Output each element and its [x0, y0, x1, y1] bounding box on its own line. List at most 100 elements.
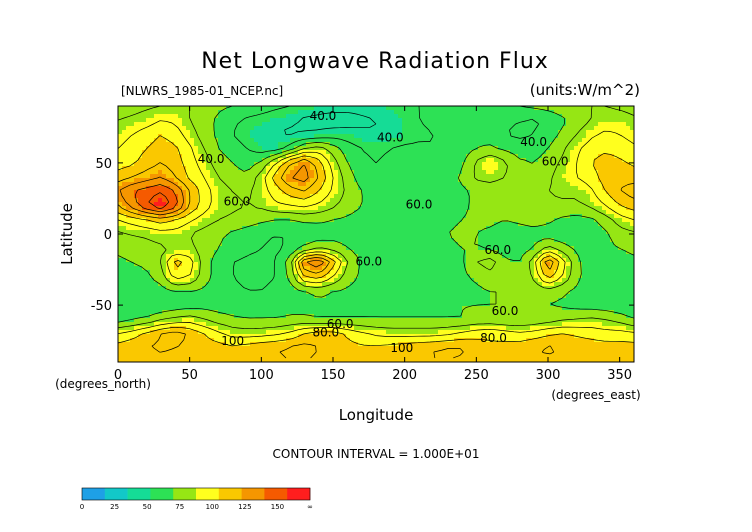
heatmap-cell — [130, 198, 135, 203]
heatmap-cell — [398, 214, 403, 219]
heatmap-cell — [282, 114, 287, 119]
heatmap-cell — [414, 150, 419, 155]
heatmap-cell — [314, 142, 319, 147]
heatmap-cell — [610, 158, 615, 163]
heatmap-cell — [374, 254, 379, 259]
heatmap-cell — [314, 106, 319, 111]
heatmap-cell — [522, 250, 527, 255]
heatmap-cell — [202, 114, 207, 119]
heatmap-cell — [178, 110, 183, 115]
heatmap-cell — [542, 154, 547, 159]
heatmap-cell — [570, 218, 575, 223]
heatmap-cell — [222, 106, 227, 111]
heatmap-cell — [518, 186, 523, 191]
heatmap-cell — [426, 166, 431, 171]
heatmap-cell — [578, 194, 583, 199]
heatmap-cell — [118, 126, 123, 131]
heatmap-cell — [442, 250, 447, 255]
heatmap-cell — [618, 126, 623, 131]
heatmap-cell — [438, 246, 443, 251]
heatmap-cell — [326, 158, 331, 163]
heatmap-cell — [478, 154, 483, 159]
heatmap-cell — [226, 106, 231, 111]
heatmap-cell — [362, 186, 367, 191]
heatmap-cell — [522, 134, 527, 139]
heatmap-cell — [286, 198, 291, 203]
heatmap-cell — [338, 190, 343, 195]
heatmap-cell — [154, 118, 159, 123]
heatmap-cell — [622, 142, 627, 147]
heatmap-cell — [230, 166, 235, 171]
heatmap-cell — [270, 122, 275, 127]
heatmap-cell — [594, 218, 599, 223]
heatmap-cell — [630, 218, 634, 223]
heatmap-cell — [150, 138, 155, 143]
heatmap-cell — [610, 206, 615, 211]
heatmap-cell — [462, 118, 467, 123]
heatmap-cell — [478, 194, 483, 199]
heatmap-cell — [570, 202, 575, 207]
heatmap-cell — [270, 198, 275, 203]
heatmap-cell — [186, 154, 191, 159]
heatmap-cell — [622, 182, 627, 187]
heatmap-cell — [306, 218, 311, 223]
heatmap-cell — [474, 142, 479, 147]
heatmap-cell — [186, 146, 191, 151]
heatmap-cell — [302, 118, 307, 123]
heatmap-cell — [598, 174, 603, 179]
heatmap-cell — [518, 138, 523, 143]
heatmap-cell — [494, 222, 499, 227]
heatmap-cell — [246, 126, 251, 131]
heatmap-cell — [478, 174, 483, 179]
heatmap-cell — [378, 198, 383, 203]
heatmap-cell — [474, 214, 479, 219]
heatmap-cell — [238, 126, 243, 131]
heatmap-cell — [122, 206, 127, 211]
heatmap-cell — [482, 246, 487, 251]
heatmap-cell — [382, 250, 387, 255]
heatmap-cell — [306, 194, 311, 199]
heatmap-cell — [338, 202, 343, 207]
heatmap-cell — [482, 166, 487, 171]
heatmap-cell — [486, 238, 491, 243]
heatmap-cell — [466, 202, 471, 207]
heatmap-cell — [370, 158, 375, 163]
heatmap-cell — [626, 242, 631, 247]
heatmap-cell — [462, 238, 467, 243]
heatmap-cell — [286, 130, 291, 135]
heatmap-cell — [298, 122, 303, 127]
heatmap-cell — [550, 230, 555, 235]
heatmap-cell — [470, 174, 475, 179]
heatmap-cell — [158, 238, 163, 243]
heatmap-cell — [194, 126, 199, 131]
heatmap-cell — [594, 162, 599, 167]
heatmap-cell — [378, 122, 383, 127]
heatmap-cell — [430, 194, 435, 199]
heatmap-cell — [346, 214, 351, 219]
heatmap-cell — [406, 154, 411, 159]
heatmap-cell — [354, 194, 359, 199]
heatmap-cell — [486, 118, 491, 123]
heatmap-cell — [186, 210, 191, 215]
heatmap-cell — [346, 134, 351, 139]
heatmap-cell — [530, 202, 535, 207]
heatmap-cell — [318, 242, 323, 247]
heatmap-cell — [426, 162, 431, 167]
heatmap-cell — [266, 130, 271, 135]
heatmap-cell — [162, 202, 167, 207]
heatmap-cell — [170, 246, 175, 251]
heatmap-cell — [342, 226, 347, 231]
heatmap-cell — [246, 250, 251, 255]
heatmap-cell — [422, 166, 427, 171]
heatmap-cell — [538, 206, 543, 211]
heatmap-cell — [326, 202, 331, 207]
heatmap-cell — [258, 246, 263, 251]
heatmap-cell — [354, 106, 359, 111]
heatmap-cell — [478, 150, 483, 155]
heatmap-cell — [554, 218, 559, 223]
heatmap-cell — [326, 182, 331, 187]
heatmap-cell — [506, 198, 511, 203]
heatmap-cell — [590, 194, 595, 199]
heatmap-cell — [226, 194, 231, 199]
heatmap-cell — [518, 218, 523, 223]
